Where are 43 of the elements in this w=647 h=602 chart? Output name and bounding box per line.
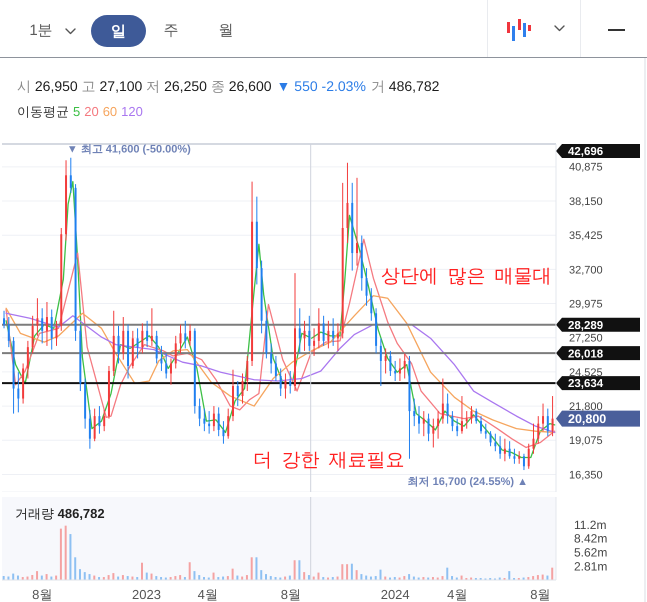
text: 26,018 [568,348,604,360]
text: 거 486,782 [370,78,440,94]
y-tick-label: 24,525 [569,366,603,379]
text: 120 [121,104,143,119]
text: 5 [73,104,80,119]
y-tick-label: 19,075 [569,435,603,448]
y-tick-label: 27,250 [569,332,603,345]
y-tick-label: 38,150 [569,196,603,208]
text: 28,289 [568,320,604,332]
text: 거래량 486,782 [15,506,105,521]
y-tick-label: 29,975 [569,298,603,310]
y-tick-label: 32,700 [569,264,603,276]
y-tick-label: 21,800 [569,400,603,413]
y-tick-label: 11.2m [574,518,606,532]
x-tick-label: 8월 [280,587,302,602]
selected-tab: 일 [91,15,146,47]
text: 월 [218,22,234,40]
annotation: 더 강한 재료필요 [253,450,405,472]
y-tick-label: 35,425 [569,230,603,242]
text: 주 [164,22,178,40]
text: 42,696 [568,146,604,158]
text: 23,634 [568,378,604,390]
legend-title: 이동평균 [17,104,69,119]
annotation: 상단에 많은 매물대 [381,266,552,288]
annotation: 20,800 [568,412,606,426]
annotation: 최저 16,700 (24.55%) ▲ [408,476,528,488]
text: ▼ 550 -2.03% [276,78,366,94]
x-tick-label: 8월 [32,587,52,602]
annotation: ▼ 최고 41,600 (-50.00%) [66,144,192,156]
x-tick-label: 4월 [198,587,218,602]
text: 60 [102,104,118,119]
y-tick-label: 16,350 [569,469,603,482]
text: 20 [84,104,99,119]
x-tick-label: 2023 [132,587,161,602]
chart-subtitle: 시 26,950 고 27,100 저 26,250 종 26,600 [17,78,272,94]
x-tick-label: 2024 [380,587,410,602]
y-tick-label: 2.81m [574,559,608,574]
text: 1분 [29,22,53,40]
x-tick-label: 8월 [530,587,550,602]
y-tick-label: 8.42m [574,532,608,546]
y-tick-label: 40,875 [569,162,603,174]
y-tick-label: 5.62m [574,545,608,560]
x-tick-label: 4월 [447,587,468,602]
